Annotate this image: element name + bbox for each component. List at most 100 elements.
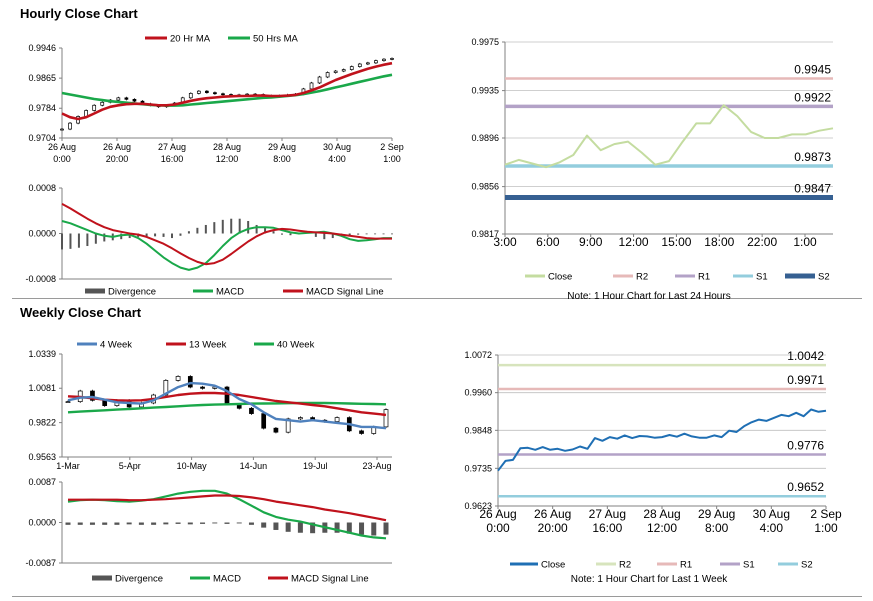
- weekly-macd-bar: [261, 522, 267, 528]
- hourly-macd-bar: [281, 233, 283, 235]
- weekly-price-candle: [90, 390, 95, 401]
- hourly-macd-legend-macd-label: MACD: [216, 287, 244, 298]
- hourly-price-candle: [196, 90, 201, 94]
- weekly-price-w13-line: [67, 391, 387, 417]
- hourly-levels-ytick-label: 0.9975: [471, 37, 499, 47]
- weekly-macd-bar: [200, 522, 206, 524]
- hourly-macd-signal-line: [61, 203, 392, 266]
- hourly-price-ma20-line: [61, 61, 393, 121]
- hourly-macd-ytick-label: -0.0008: [25, 274, 56, 284]
- weekly-macd-bar: [346, 522, 352, 534]
- hourly-levels-xtick-label: 3:00: [493, 235, 517, 249]
- hourly-macd-bar: [77, 233, 80, 248]
- weekly-macd-bar: [334, 522, 340, 533]
- hourly-levels-xtick-label: 9:00: [579, 235, 603, 249]
- weekly-macd-bar: [163, 522, 169, 525]
- hourly-macd-bar: [357, 233, 360, 235]
- hourly-macd-bar: [61, 233, 63, 250]
- hourly-price-candle: [341, 69, 346, 72]
- hourly-price-candle: [92, 104, 97, 111]
- hourly-levels-xtick-label: 18:00: [704, 235, 734, 249]
- weekly-levels-legend-s2-label: S2: [801, 560, 813, 571]
- weekly-price-candle: [383, 409, 389, 428]
- hourly-price-ytick-label: 0.9946: [28, 43, 56, 53]
- hourly-price-candle: [325, 72, 330, 78]
- hourly-macd-bar: [382, 233, 385, 235]
- weekly-levels-legend-close-label: Close: [541, 560, 565, 571]
- hourly-price-candle: [132, 98, 137, 102]
- hourly-macd-bar: [154, 233, 157, 237]
- weekly-levels-note: Note: 1 Hour Chart for Last 1 Week: [571, 574, 729, 585]
- weekly-price-candle: [200, 386, 205, 389]
- weekly-levels-legend-s1-label: S1: [743, 560, 755, 571]
- hourly-price-candle: [390, 58, 394, 60]
- weekly-macd-macd-line: [67, 489, 387, 540]
- hourly-macd-bar: [264, 227, 267, 234]
- hourly-price-ytick-label: 0.9865: [28, 73, 56, 83]
- hourly-levels-legend-s1-label: S1: [756, 272, 768, 283]
- weekly-macd-bar: [114, 522, 120, 525]
- weekly-price-ytick-label: 0.9822: [28, 418, 56, 428]
- hourly-macd-bar: [171, 233, 173, 239]
- hourly-levels-level-r1-label: 0.9922: [794, 90, 831, 104]
- hourly-price-candle: [188, 93, 193, 99]
- weekly-macd-bar: [383, 522, 389, 535]
- hourly-macd-legend-divergence-label: Divergence: [108, 287, 156, 298]
- weekly-levels-ytick-label: 1.0072: [464, 350, 492, 360]
- weekly-macd-signal-line: [68, 494, 387, 522]
- hourly-price-xtick-label: 26 Aug 20:00: [103, 142, 131, 164]
- hourly-levels-legend-r1-label: R1: [698, 272, 710, 283]
- hourly-levels-note: Note: 1 Hour Chart for Last 24 Hours: [567, 291, 730, 302]
- hourly-price-legend-ma50-label: 50 Hrs MA: [253, 34, 299, 45]
- weekly-price-candle: [261, 413, 267, 429]
- weekly-price-xtick-label: 14-Jun: [240, 461, 268, 471]
- weekly-macd-bar: [285, 522, 291, 532]
- weekly-macd-bar: [187, 522, 193, 525]
- hourly-price-candle: [374, 60, 378, 64]
- weekly-macd-legend-macd-label: MACD: [213, 574, 241, 585]
- weekly-macd-bar: [224, 522, 230, 524]
- hourly-section-title: Hourly Close Chart: [20, 6, 138, 21]
- weekly-macd-bar: [273, 522, 279, 530]
- hourly-macd-ytick-label: 0.0000: [28, 229, 56, 239]
- weekly-price-xtick-label: 10-May: [177, 461, 208, 471]
- hourly-price-ma50-line: [61, 73, 393, 107]
- hourly-levels-xtick-label: 15:00: [661, 235, 691, 249]
- weekly-levels-xtick-label: 26 Aug 20:00: [534, 507, 571, 535]
- weekly-price-legend-w40-label: 40 Week: [277, 340, 315, 351]
- hourly-price-candle: [68, 122, 72, 130]
- hourly-price-xtick-label: 28 Aug 12:00: [213, 142, 241, 164]
- weekly-macd-ytick-label: 0.0000: [28, 518, 56, 528]
- weekly-levels-close-line: [497, 408, 827, 472]
- hourly-levels-legend-s2-label: S2: [818, 272, 830, 283]
- weekly-levels-level-r2-label: 1.0042: [787, 349, 824, 363]
- hourly-price-candle: [366, 62, 370, 65]
- weekly-price-candle: [298, 417, 303, 420]
- weekly-price-legend-w4-label: 4 Week: [100, 340, 132, 351]
- hourly-levels-ytick-label: 0.9856: [471, 182, 499, 192]
- bottom-divider: [12, 596, 862, 597]
- weekly-macd-legend-signal-label: MACD Signal Line: [291, 574, 369, 585]
- hourly-macd-bar: [128, 233, 131, 239]
- hourly-price-candle: [221, 93, 225, 96]
- hourly-levels-legend-close-label: Close: [548, 272, 572, 283]
- hourly-levels-ytick-label: 0.9817: [471, 229, 499, 239]
- hourly-levels-ytick-label: 0.9935: [471, 86, 499, 96]
- hourly-macd-bar: [120, 233, 123, 240]
- hourly-macd-bar: [213, 222, 216, 234]
- weekly-macd-bar: [212, 522, 218, 524]
- hourly-price-candle: [309, 82, 314, 90]
- weekly-macd-bar: [371, 522, 377, 536]
- weekly-macd-bar: [310, 522, 316, 534]
- hourly-macd-bar: [331, 233, 334, 239]
- section-divider: [12, 298, 862, 299]
- hourly-macd-bar: [103, 233, 106, 242]
- weekly-price-xtick-label: 19-Jul: [303, 461, 328, 471]
- hourly-macd-bar: [247, 220, 250, 234]
- weekly-macd-legend-divergence-label: Divergence: [115, 574, 163, 585]
- weekly-levels-legend-r1-label: R1: [680, 560, 692, 571]
- hourly-levels-legend-r2-label: R2: [636, 272, 648, 283]
- weekly-price-candle: [359, 430, 364, 434]
- weekly-levels-level-r1-label: 0.9971: [787, 373, 824, 387]
